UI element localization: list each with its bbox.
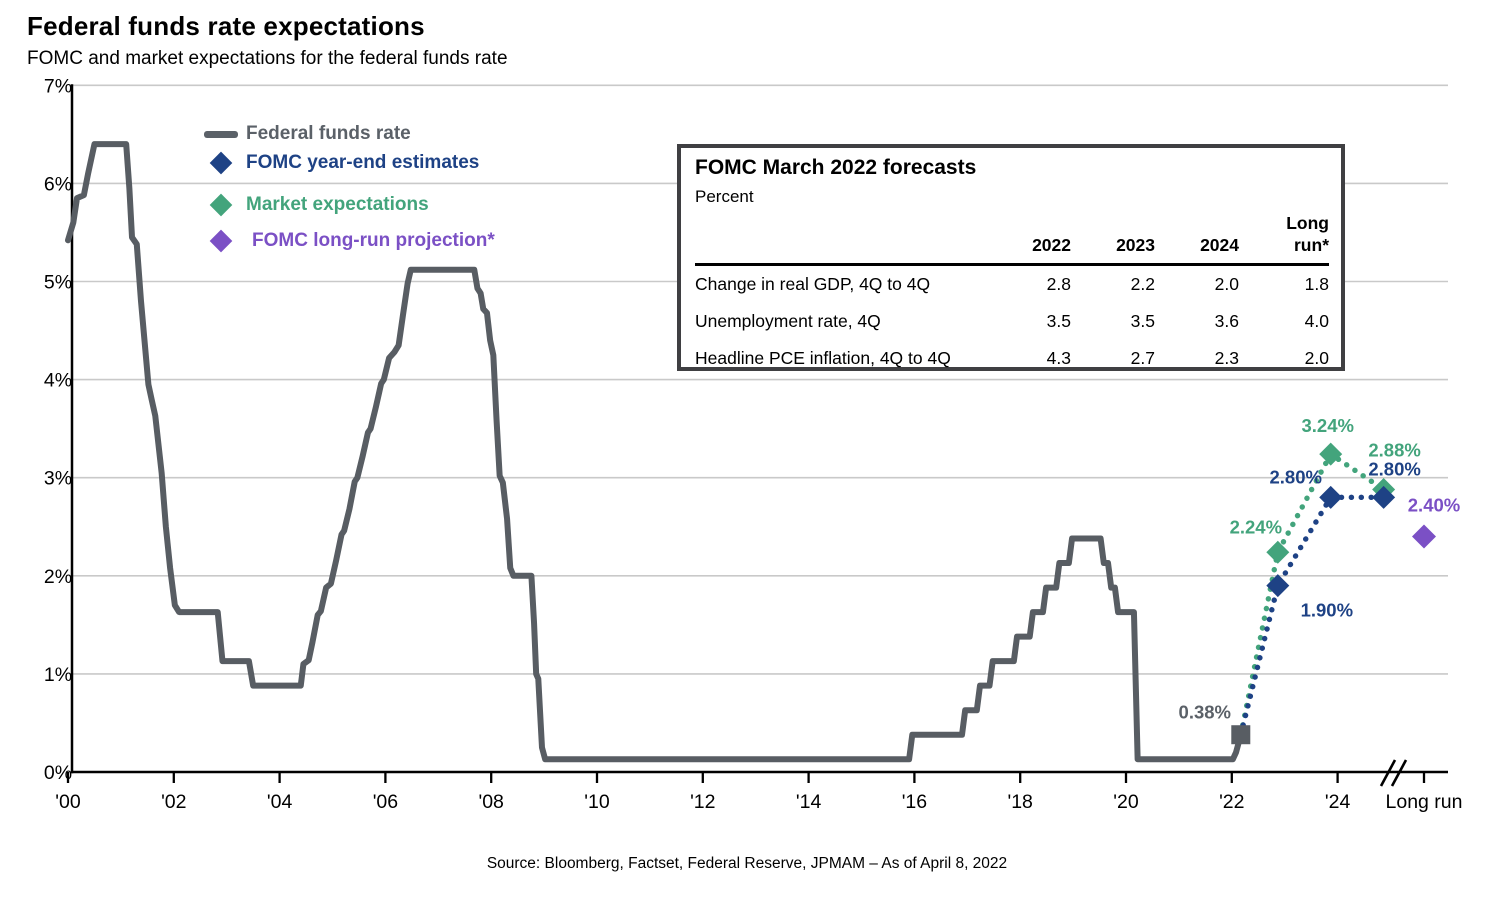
cell-value: 4.3 bbox=[1046, 348, 1071, 368]
cell-value: 2.3 bbox=[1214, 348, 1239, 368]
x-axis-label: '00 bbox=[55, 791, 81, 813]
page-title: Federal funds rate expectations bbox=[27, 11, 425, 41]
x-axis-label: '04 bbox=[267, 791, 293, 813]
x-axis-label: '02 bbox=[161, 791, 186, 813]
cell-value: 3.6 bbox=[1214, 311, 1239, 331]
column-header: 2024 bbox=[1200, 235, 1239, 256]
row-label: Headline PCE inflation, 4Q to 4Q bbox=[695, 348, 951, 368]
y-axis-label: 7% bbox=[44, 75, 72, 97]
page-subtitle: FOMC and market expectations for the fed… bbox=[27, 48, 508, 69]
market-expectations-diamond-marker bbox=[1266, 540, 1290, 564]
column-header: 2023 bbox=[1116, 235, 1155, 256]
cell-value: 2.2 bbox=[1130, 274, 1155, 294]
column-header: 2022 bbox=[1032, 235, 1071, 256]
y-axis-label: 5% bbox=[44, 272, 72, 294]
cell-value: 3.5 bbox=[1046, 311, 1071, 331]
diamond-icon bbox=[209, 193, 233, 217]
x-axis-label: '06 bbox=[373, 791, 398, 813]
column-header: Long run* bbox=[1286, 213, 1329, 256]
market-expectations-diamond-marker bbox=[1319, 442, 1343, 466]
data-label-current-rate: 0.38% bbox=[1179, 702, 1231, 723]
x-axis-label: '18 bbox=[1007, 791, 1032, 813]
cell-value: 2.7 bbox=[1130, 348, 1155, 368]
y-axis-label: 2% bbox=[44, 566, 72, 588]
cell-value: 2.0 bbox=[1304, 348, 1329, 368]
x-axis-label: '22 bbox=[1219, 791, 1244, 813]
x-axis-label: '14 bbox=[796, 791, 822, 813]
table-unit-label: Percent bbox=[695, 187, 754, 206]
table-title: FOMC March 2022 forecasts bbox=[695, 156, 977, 179]
fomc-estimates-diamond-marker bbox=[1319, 485, 1343, 509]
data-label: 2.24% bbox=[1230, 516, 1282, 537]
data-label: 2.80% bbox=[1368, 458, 1420, 479]
y-axis-label: 1% bbox=[44, 664, 72, 686]
data-label: 2.88% bbox=[1368, 439, 1420, 460]
federal-funds-rate-line bbox=[65, 141, 1244, 763]
row-label: Change in real GDP, 4Q to 4Q bbox=[695, 274, 931, 294]
y-axis-label: 6% bbox=[44, 173, 72, 195]
diamond-icon bbox=[209, 151, 233, 175]
legend-label: Federal funds rate bbox=[246, 123, 411, 144]
y-axis-label: 3% bbox=[44, 468, 72, 490]
legend-label: FOMC long-run projection* bbox=[252, 230, 495, 251]
data-label-long-run: 2.40% bbox=[1408, 495, 1460, 516]
fomc-estimates-dotted-line bbox=[1238, 494, 1387, 738]
diamond-icon bbox=[209, 229, 233, 253]
cell-value: 3.5 bbox=[1130, 311, 1155, 331]
table-header-row: 2022 2023 2024 Long run* bbox=[695, 209, 1329, 266]
x-axis-label: '16 bbox=[902, 791, 927, 813]
current-rate-marker bbox=[1231, 725, 1251, 745]
y-axis-label: 4% bbox=[44, 370, 72, 392]
x-axis-label: '10 bbox=[584, 791, 610, 813]
x-axis-label: '24 bbox=[1325, 791, 1351, 813]
cell-value: 4.0 bbox=[1304, 311, 1329, 331]
axis-break-mark bbox=[1390, 759, 1408, 787]
legend-item-federal-funds-rate: Federal funds rate bbox=[196, 122, 411, 146]
legend-item-long-run-projection: FOMC long-run projection* bbox=[196, 229, 495, 253]
fomc-estimates-diamond-marker bbox=[1266, 574, 1290, 598]
row-label: Unemployment rate, 4Q bbox=[695, 311, 881, 331]
legend-label: Market expectations bbox=[246, 194, 429, 215]
x-axis-label: '08 bbox=[478, 791, 503, 813]
data-label: 2.80% bbox=[1269, 466, 1321, 487]
y-axis-label: 0% bbox=[44, 762, 72, 784]
legend-label: FOMC year-end estimates bbox=[246, 152, 480, 173]
legend-item-fomc-estimates: FOMC year-end estimates bbox=[196, 151, 479, 175]
axis-break-mark bbox=[1379, 759, 1397, 787]
table-row: Headline PCE inflation, 4Q to 4Q 4.3 2.7… bbox=[695, 340, 1329, 377]
table-row: Unemployment rate, 4Q 3.5 3.5 3.6 4.0 bbox=[695, 303, 1329, 340]
x-axis-label: Long run bbox=[1386, 791, 1463, 813]
data-label: 1.90% bbox=[1301, 600, 1353, 621]
long-run-projection-diamond bbox=[1412, 524, 1436, 549]
dash-line-icon bbox=[204, 130, 238, 138]
source-attribution: Source: Bloomberg, Factset, Federal Rese… bbox=[486, 855, 1008, 872]
cell-value: 1.8 bbox=[1304, 274, 1329, 294]
fomc-forecast-table: FOMC March 2022 forecasts Percent 2022 2… bbox=[677, 144, 1345, 371]
data-label: 3.24% bbox=[1301, 415, 1353, 436]
x-axis-label: '12 bbox=[690, 791, 715, 813]
table-row: Change in real GDP, 4Q to 4Q 2.8 2.2 2.0… bbox=[695, 266, 1329, 303]
market-expectations-dotted-line bbox=[1238, 450, 1387, 738]
x-axis-label: '20 bbox=[1113, 791, 1139, 813]
cell-value: 2.8 bbox=[1046, 274, 1071, 294]
fomc-estimates-diamond-marker bbox=[1372, 485, 1396, 509]
cell-value: 2.0 bbox=[1214, 274, 1239, 294]
legend-item-market-expectations: Market expectations bbox=[196, 193, 429, 217]
